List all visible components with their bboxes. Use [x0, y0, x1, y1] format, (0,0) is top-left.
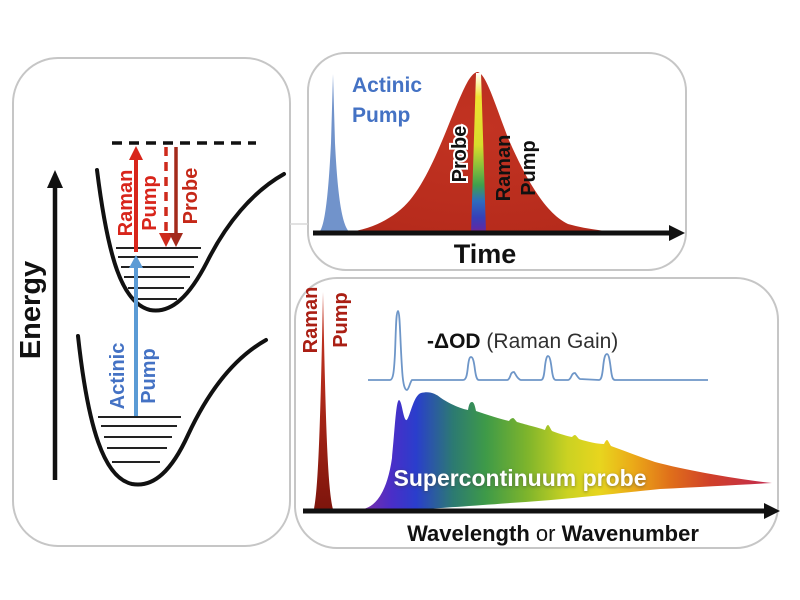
actinic-pump-label-line1: Actinic [107, 343, 129, 410]
raman-pump-pulse [340, 72, 660, 233]
spectrum-panel-frame [294, 277, 779, 549]
actinic-pump-pulse-label-line1: Actinic [352, 74, 422, 97]
raman-pump-label-line1: Raman [115, 170, 137, 237]
lower-potential-curve [76, 334, 268, 487]
wavelength-axis-arrowhead [764, 503, 780, 519]
raman-gain-label: -ΔOD (Raman Gain) [427, 330, 618, 353]
actinic-pump-arrowhead [129, 255, 143, 268]
wavelength-axis-label: Wavelength or Wavenumber [407, 521, 699, 546]
raman-pump-spectral-peak [314, 292, 333, 509]
supercontinuum-label: Supercontinuum probe [394, 465, 647, 491]
raman-gain-label-rest: (Raman Gain) [481, 330, 619, 353]
raman-pump-label-line2: Pump [139, 175, 161, 231]
raman-pump-arrowhead [129, 146, 143, 160]
energy-diagram: Energy Raman Pump Probe [15, 141, 286, 487]
probe-pulse-stripe [471, 73, 486, 233]
time-axis-label: Time [454, 239, 517, 269]
spectrum-diagram: Raman Pump -ΔOD (Raman Gain) Supercontin… [300, 287, 780, 546]
raman-pump-pulse-label-line1: Raman [493, 135, 515, 202]
energy-axis-label: Energy [15, 261, 47, 359]
probe-pulse-label: Probe [449, 126, 471, 183]
probe-label: Probe [180, 168, 202, 225]
probe-dashed-arrowhead [159, 233, 173, 247]
wavelength-word: Wavelength [407, 521, 530, 546]
raman-gain-trace [368, 309, 708, 391]
energy-axis-arrowhead [47, 170, 63, 188]
raman-pump-spectral-label-line1: Raman [300, 287, 322, 354]
lower-vibrational-levels [98, 416, 181, 463]
actinic-pump-pulse-label-line2: Pump [352, 104, 410, 127]
supercontinuum-spectrum [363, 392, 772, 509]
probe-solid-arrowhead [169, 233, 183, 247]
wavenumber-word: Wavenumber [562, 521, 700, 546]
upper-potential-curve [95, 168, 286, 313]
raman-pump-pulse-label-line2: Pump [518, 140, 540, 196]
energy-panel-frame [12, 57, 291, 547]
time-diagram: Time Actinic Pump Probe Raman Pump [313, 72, 685, 269]
time-axis-arrowhead [669, 225, 685, 241]
or-word: or [530, 521, 562, 546]
actinic-pump-pulse [318, 74, 351, 233]
raman-gain-label-bold: -ΔOD [427, 330, 481, 353]
actinic-pump-label-line2: Pump [138, 348, 160, 404]
raman-pump-spectral-label-line2: Pump [330, 292, 352, 348]
